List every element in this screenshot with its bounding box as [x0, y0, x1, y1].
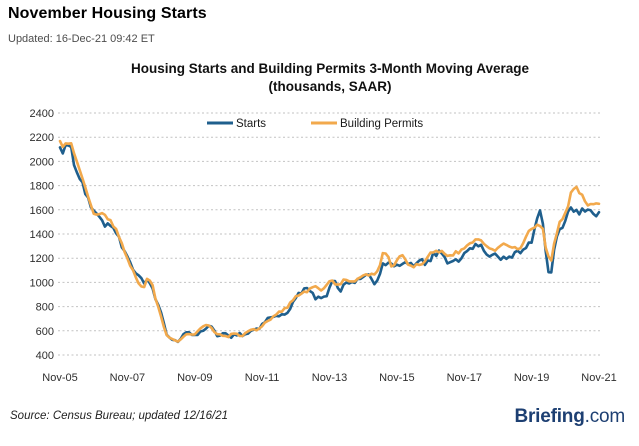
x-axis-tick-label: Nov-07: [110, 372, 145, 384]
x-axis-tick-label: Nov-21: [581, 372, 616, 384]
y-axis-tick-label: 400: [36, 350, 54, 362]
x-axis-tick-label: Nov-17: [447, 372, 482, 384]
x-axis-tick-label: Nov-11: [245, 372, 280, 384]
legend-label: Building Permits: [340, 118, 423, 130]
y-axis-tick-label: 1000: [30, 277, 54, 289]
y-axis-tick-label: 2400: [30, 108, 54, 120]
updated-timestamp: Updated: 16-Dec-21 09:42 ET: [8, 33, 155, 45]
x-axis-tick-label: Nov-09: [177, 372, 212, 384]
y-axis-tick-label: 1800: [30, 181, 54, 193]
series-line-building-permits: [58, 139, 601, 343]
y-axis-tick-label: 1600: [30, 205, 54, 217]
y-axis-tick-label: 2000: [30, 156, 54, 168]
x-axis-tick-label: Nov-05: [42, 372, 77, 384]
y-axis-tick-label: 1400: [30, 229, 54, 241]
chart-title-line2: (thousands, SAAR): [268, 79, 392, 94]
x-axis-tick-label: Nov-13: [312, 372, 347, 384]
y-axis-tick-label: 600: [36, 326, 54, 338]
source-note: Source: Census Bureau; updated 12/16/21: [10, 410, 229, 422]
briefing-logo-brand: Briefing: [514, 406, 585, 427]
legend-label: Starts: [236, 118, 266, 130]
y-axis-tick-label: 1200: [30, 253, 54, 265]
chart-title: Housing Starts and Building Permits 3-Mo…: [20, 60, 639, 96]
x-axis-tick-label: Nov-19: [514, 372, 549, 384]
briefing-logo: Briefing.com: [514, 406, 625, 428]
chart-title-line1: Housing Starts and Building Permits 3-Mo…: [130, 61, 530, 76]
x-axis-tick-label: Nov-15: [379, 372, 414, 384]
series-line-starts: [58, 143, 601, 344]
y-axis-tick-label: 800: [36, 302, 54, 314]
briefing-logo-tld: .com: [584, 406, 626, 427]
page-title: November Housing Starts: [8, 5, 207, 22]
y-axis-tick-label: 2200: [30, 132, 54, 144]
